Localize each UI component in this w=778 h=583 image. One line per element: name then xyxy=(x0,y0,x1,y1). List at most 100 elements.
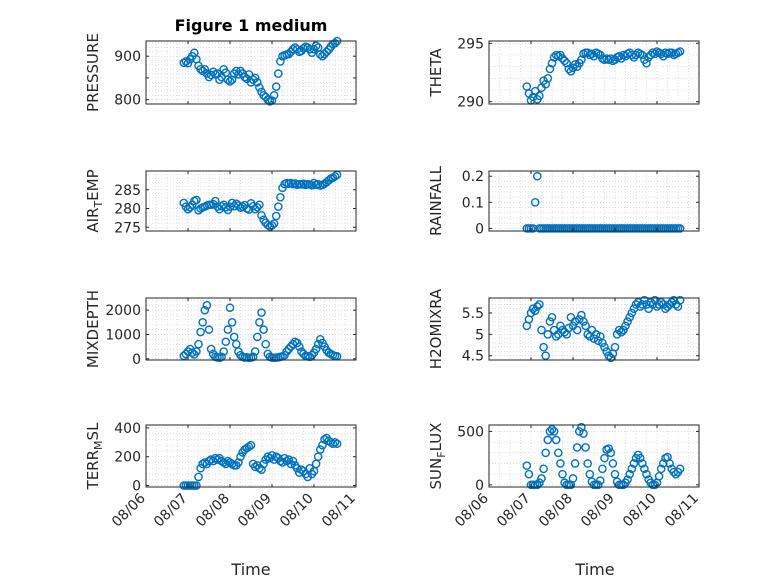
data-point xyxy=(202,300,212,310)
y-tick-label: 275 xyxy=(114,220,141,236)
data-point xyxy=(593,480,603,490)
data-point xyxy=(530,306,540,316)
data-point xyxy=(627,308,637,318)
data-point xyxy=(181,349,191,359)
y-tick-label: 1000 xyxy=(105,327,141,343)
data-point xyxy=(598,464,607,474)
data-point xyxy=(617,327,626,337)
data-point xyxy=(656,297,666,307)
data-point xyxy=(638,459,647,468)
data-point xyxy=(606,54,616,63)
data-point xyxy=(606,448,616,458)
data-point xyxy=(196,64,205,74)
data-point xyxy=(252,203,262,212)
data-point xyxy=(206,344,216,354)
data-point xyxy=(311,41,321,51)
data-point xyxy=(556,459,565,468)
data-point xyxy=(671,469,681,479)
data-point xyxy=(255,200,264,210)
data-point xyxy=(223,75,233,84)
data-point xyxy=(621,321,630,331)
y-ticks: 290 295 xyxy=(457,36,699,111)
data-point xyxy=(330,437,340,447)
data-point xyxy=(255,318,264,327)
series-markers xyxy=(522,171,685,233)
data-point xyxy=(257,465,266,475)
data-point xyxy=(288,456,298,466)
data-point xyxy=(572,443,582,452)
data-point xyxy=(598,338,607,348)
data-point xyxy=(273,202,283,211)
data-point xyxy=(533,480,542,490)
y-ticks: 4.5 5 5.5 xyxy=(462,306,699,365)
axes-box xyxy=(488,297,700,361)
data-point xyxy=(642,469,651,479)
data-point xyxy=(219,347,228,356)
data-point xyxy=(650,480,660,490)
data-point xyxy=(587,49,597,59)
data-point xyxy=(656,49,666,59)
data-point xyxy=(604,444,614,453)
y-axis-label: RAINFALL xyxy=(427,165,445,236)
data-point xyxy=(631,300,641,309)
data-point xyxy=(646,478,656,488)
axes-box xyxy=(145,297,357,361)
data-point xyxy=(269,219,279,228)
subplot-h2omixra: 4.5 5 5.5 H2OMIXRA xyxy=(427,288,700,369)
data-point xyxy=(210,196,220,206)
y-tick-label: 500 xyxy=(457,424,484,440)
data-point xyxy=(547,58,557,68)
data-point xyxy=(539,464,548,474)
data-point xyxy=(675,47,685,56)
data-point xyxy=(526,308,536,318)
y-axis-label: MIXDEPTH xyxy=(84,290,102,368)
data-point xyxy=(667,297,677,307)
data-point xyxy=(315,445,325,454)
x-ticks xyxy=(488,425,700,487)
data-point xyxy=(330,38,340,48)
y-tick-label: 285 xyxy=(114,183,141,199)
axes-box xyxy=(488,424,700,488)
data-point xyxy=(543,330,553,339)
data-point xyxy=(570,317,580,326)
data-point xyxy=(558,469,567,479)
y-tick-label: 800 xyxy=(114,93,141,109)
data-point xyxy=(276,192,285,202)
data-point xyxy=(196,463,205,473)
y-ticks: 0 0.1 0.2 xyxy=(462,169,699,237)
data-point xyxy=(324,176,334,185)
data-point xyxy=(263,95,273,104)
axes-box xyxy=(145,40,357,105)
data-point xyxy=(640,464,649,474)
data-point xyxy=(568,474,578,483)
data-point xyxy=(208,67,218,77)
data-point xyxy=(614,325,624,335)
data-point xyxy=(600,453,609,463)
data-point xyxy=(204,325,214,334)
data-point xyxy=(286,342,296,351)
axes-box xyxy=(145,170,357,232)
data-point xyxy=(575,315,584,324)
data-point xyxy=(236,452,245,462)
data-point xyxy=(318,440,327,450)
data-point xyxy=(535,478,544,488)
y-ticks: 0 1000 2000 xyxy=(105,303,356,368)
data-point xyxy=(610,469,620,479)
data-point xyxy=(554,448,563,458)
data-point xyxy=(255,83,264,92)
data-point xyxy=(627,464,637,474)
series-markers xyxy=(179,36,342,106)
data-point xyxy=(572,325,582,335)
data-point xyxy=(579,317,588,326)
data-point xyxy=(200,64,210,74)
data-point xyxy=(244,70,254,79)
data-point xyxy=(600,342,609,352)
data-point xyxy=(219,458,228,467)
y-tick-label: 400 xyxy=(114,421,141,437)
data-point xyxy=(299,44,308,53)
data-point xyxy=(635,453,645,463)
data-point xyxy=(575,427,584,436)
data-point xyxy=(558,54,567,63)
y-tick-label: 4.5 xyxy=(462,349,484,365)
